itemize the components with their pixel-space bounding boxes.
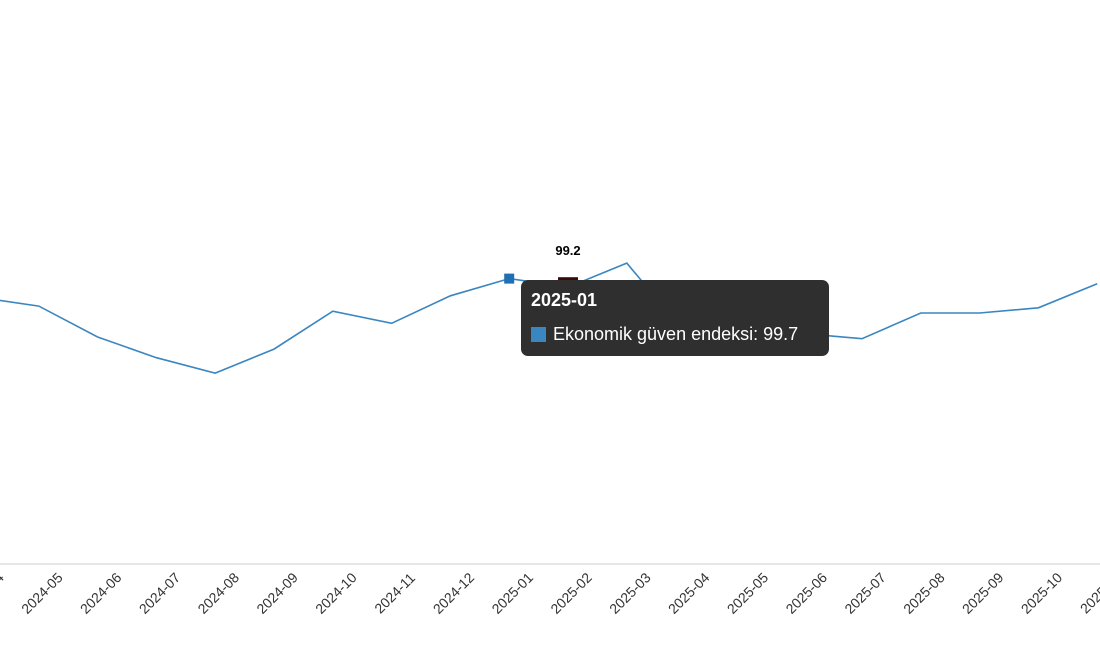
tooltip-series-swatch [531, 326, 546, 342]
data-point[interactable] [388, 319, 396, 327]
tooltip-title: 2025-01 [531, 290, 598, 310]
x-tick-label: 2025-10 [1018, 569, 1066, 617]
data-point[interactable] [270, 345, 278, 353]
x-tick-label: 2024-09 [253, 569, 301, 617]
x-tick-label: 2025-02 [547, 569, 595, 617]
data-label: 99.2 [555, 243, 580, 258]
data-point[interactable] [152, 354, 160, 362]
x-tick-label: 2025-11 [1077, 569, 1100, 616]
data-point[interactable] [976, 309, 984, 317]
data-point[interactable] [329, 307, 337, 315]
x-tick-label: 2024-11 [371, 569, 418, 616]
x-tick-label: 2025-01 [488, 569, 536, 617]
tooltip-row: Ekonomik güven endeksi: 99.7 [531, 323, 819, 345]
x-tick-label: 2025-04 [665, 569, 713, 617]
x-tick-label: 2024-12 [430, 569, 478, 617]
data-point[interactable] [1093, 280, 1100, 288]
x-tick-label: 2025-08 [900, 569, 948, 617]
x-tick-label: 2024-07 [136, 569, 184, 617]
tooltip-value-text: Ekonomik güven endeksi: 99.7 [553, 324, 799, 344]
x-tick-label: 2024-08 [194, 569, 242, 617]
data-point[interactable] [94, 333, 102, 341]
data-point[interactable] [917, 309, 925, 317]
data-point[interactable] [35, 302, 43, 310]
x-tick-label: 2025-09 [959, 569, 1007, 617]
x-tick-label: 2024-05 [18, 569, 66, 617]
data-point[interactable] [858, 335, 866, 343]
chart-tooltip: 2025-01 Ekonomik güven endeksi: 99.7 [521, 280, 829, 356]
data-point[interactable] [211, 369, 219, 377]
x-tick-label: 2024-10 [312, 569, 360, 617]
x-tick-label: 2025-06 [782, 569, 830, 617]
data-point[interactable] [1034, 304, 1042, 312]
x-tick-label: 2024-06 [77, 569, 125, 617]
x-tick-label: 2025-05 [724, 569, 772, 617]
data-point[interactable] [623, 259, 631, 267]
active-point-marker[interactable] [504, 273, 515, 284]
data-point[interactable] [446, 292, 454, 300]
x-tick-label: 2025-07 [841, 569, 889, 617]
x-tick-label: 2024-04 [0, 569, 7, 617]
x-axis-tick-labels: 2024-04 2024-05 2024-06 2024-07 2024-08 2024-… [0, 569, 1100, 617]
x-tick-label: 2025-03 [606, 569, 654, 617]
